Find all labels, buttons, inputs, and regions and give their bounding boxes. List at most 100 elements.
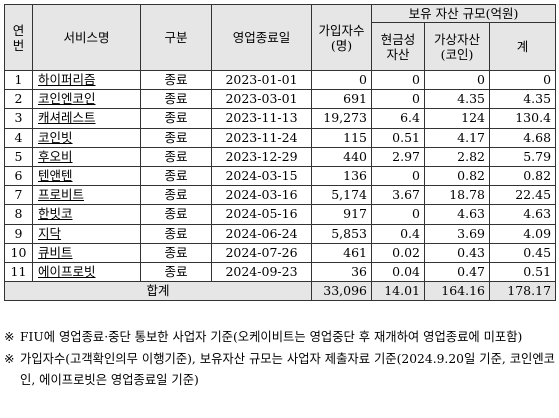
- cell-service: 프로비트: [32, 185, 141, 206]
- cell-cash: 3.67: [371, 185, 425, 206]
- cell-coin: 0.43: [424, 242, 490, 263]
- cell-sum: 4.68: [488, 127, 557, 148]
- cell-cash: 0: [371, 204, 425, 225]
- cell-cash: 0.51: [371, 127, 425, 148]
- cell-type: 종료: [140, 69, 212, 91]
- cell-no: 6: [4, 165, 33, 187]
- cell-service: 지닥: [32, 223, 141, 244]
- cell-end-date: 2024-06-24: [211, 223, 312, 244]
- cell-sum: 130.4: [488, 108, 557, 129]
- footnote-1: ※ FIU에 영업종료·중단 통보한 사업자 기준(오케이비트는 영업중단 후 …: [4, 327, 555, 349]
- cell-members: 440: [311, 146, 372, 167]
- note-text: FIU에 영업종료·중단 통보한 사업자 기준(오케이비트는 영업중단 후 재개…: [20, 330, 523, 344]
- cell-no: 11: [4, 261, 33, 283]
- cell-sum: 4.63: [488, 204, 557, 225]
- cell-type: 종료: [140, 242, 212, 263]
- cell-sum: 22.45: [488, 185, 557, 206]
- table-body: 1 하이퍼리즘 종료 2023-01-01 0 0 0 0 2 코인엔코인 종료 2023-03-01…: [4, 69, 557, 302]
- table-row: 1 하이퍼리즘 종료 2023-01-01 0 0 0 0: [4, 69, 557, 91]
- total-cash: 14.01: [371, 281, 425, 302]
- cell-end-date: 2023-03-01: [211, 89, 312, 110]
- cell-no: 4: [4, 127, 33, 148]
- cell-no: 5: [4, 146, 33, 167]
- total-row: 합계 33,096 14.01 164.16 178.17: [4, 281, 557, 302]
- cell-cash: 0.02: [371, 242, 425, 263]
- header-sum: 계: [488, 22, 557, 71]
- total-coin: 164.16: [424, 281, 490, 302]
- cell-no: 10: [4, 242, 33, 263]
- cell-coin: 0: [424, 69, 490, 91]
- cell-no: 8: [4, 204, 33, 225]
- note-mark: ※: [4, 330, 15, 344]
- cell-service: 캐셔레스트: [32, 108, 141, 129]
- cell-coin: 18.78: [424, 185, 490, 206]
- cell-no: 1: [4, 69, 33, 91]
- cell-end-date: 2024-07-26: [211, 242, 312, 263]
- cell-members: 36: [311, 261, 372, 283]
- cell-cash: 0.04: [371, 261, 425, 283]
- cell-service: 코인엔코인: [32, 89, 141, 110]
- cell-coin: 124: [424, 108, 490, 129]
- cell-service: 큐비트: [32, 242, 141, 263]
- cell-no: 3: [4, 108, 33, 129]
- cell-members: 917: [311, 204, 372, 225]
- table-row: 8 한빗코 종료 2024-05-16 917 0 4.63 4.63: [4, 204, 557, 225]
- header-members: 가입자수 (명): [311, 4, 372, 71]
- cell-cash: 0: [371, 89, 425, 110]
- table-row: 2 코인엔코인 종료 2023-03-01 691 0 4.35 4.35: [4, 89, 557, 110]
- note-mark: ※: [4, 351, 15, 366]
- cell-type: 종료: [140, 185, 212, 206]
- cell-sum: 0: [488, 69, 557, 91]
- header-no: 연 번: [4, 4, 33, 71]
- footnotes: ※ FIU에 영업종료·중단 통보한 사업자 기준(오케이비트는 영업중단 후 …: [4, 327, 555, 392]
- cell-members: 5,174: [311, 185, 372, 206]
- cell-service: 한빗코: [32, 204, 141, 225]
- cell-type: 종료: [140, 165, 212, 187]
- cell-members: 19,273: [311, 108, 372, 129]
- table-row: 7 프로비트 종료 2024-03-16 5,174 3.67 18.78 22.45: [4, 185, 557, 206]
- cell-type: 종료: [140, 108, 212, 129]
- cell-cash: 0: [371, 69, 425, 91]
- closure-table-container: 연 번 서비스명 구분 영업종료일 가입자수 (명) 보유 자산 규모(억원) …: [4, 4, 557, 302]
- total-label: 합계: [4, 281, 312, 302]
- cell-no: 7: [4, 185, 33, 206]
- cell-end-date: 2024-05-16: [211, 204, 312, 225]
- table-row: 3 캐셔레스트 종료 2023-11-13 19,273 6.4 124 130.4: [4, 108, 557, 129]
- cell-type: 종료: [140, 146, 212, 167]
- table-row: 9 지닥 종료 2024-06-24 5,853 0.4 3.69 4.09: [4, 223, 557, 244]
- cell-cash: 2.97: [371, 146, 425, 167]
- exchange-closure-table: 연 번 서비스명 구분 영업종료일 가입자수 (명) 보유 자산 규모(억원) …: [4, 4, 557, 302]
- header-cash: 현금성 자산: [371, 22, 425, 71]
- header-coin: 가상자산 (코인): [424, 22, 490, 71]
- cell-service: 하이퍼리즘: [32, 69, 141, 91]
- cell-members: 115: [311, 127, 372, 148]
- cell-end-date: 2023-11-13: [211, 108, 312, 129]
- table-row: 6 텐앤텐 종료 2024-03-15 136 0 0.82 0.82: [4, 165, 557, 187]
- cell-members: 461: [311, 242, 372, 263]
- cell-members: 136: [311, 165, 372, 187]
- header-assets-group: 보유 자산 규모(억원): [370, 4, 557, 23]
- table-row: 10 큐비트 종료 2024-07-26 461 0.02 0.43 0.45: [4, 242, 557, 263]
- header-service: 서비스명: [32, 4, 141, 71]
- cell-cash: 0: [371, 165, 425, 187]
- cell-coin: 4.63: [424, 204, 490, 225]
- cell-members: 691: [311, 89, 372, 110]
- cell-service: 코인빗: [32, 127, 141, 148]
- header-end-date: 영업종료일: [211, 4, 312, 71]
- cell-members: 5,853: [311, 223, 372, 244]
- cell-members: 0: [311, 69, 372, 91]
- cell-end-date: 2024-09-23: [211, 261, 312, 283]
- cell-no: 9: [4, 223, 33, 244]
- cell-coin: 4.35: [424, 89, 490, 110]
- total-members: 33,096: [311, 281, 372, 302]
- table-row: 5 후오비 종료 2023-12-29 440 2.97 2.82 5.79: [4, 146, 557, 167]
- table-row: 4 코인빗 종료 2023-11-24 115 0.51 4.17 4.68: [4, 127, 557, 148]
- cell-end-date: 2023-01-01: [211, 69, 312, 91]
- cell-cash: 6.4: [371, 108, 425, 129]
- cell-end-date: 2023-12-29: [211, 146, 312, 167]
- cell-sum: 4.09: [488, 223, 557, 244]
- footnote-2: ※ 가입자수(고객확인의무 이행기준), 보유자산 규모는 사업자 제출자료 기…: [4, 349, 555, 392]
- cell-coin: 3.69: [424, 223, 490, 244]
- cell-service: 후오비: [32, 146, 141, 167]
- cell-cash: 0.4: [371, 223, 425, 244]
